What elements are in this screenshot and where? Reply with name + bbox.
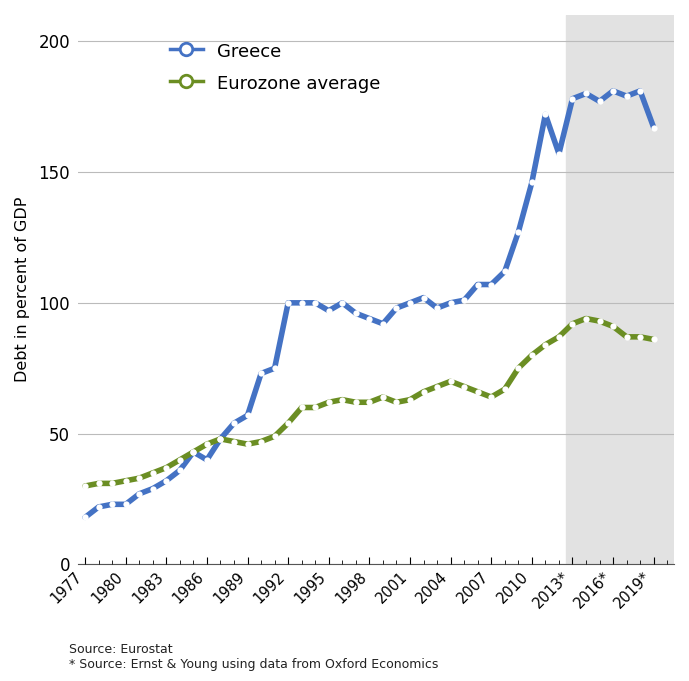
Legend: Greece, Eurozone average: Greece, Eurozone average — [165, 35, 386, 100]
Bar — [566, 15, 674, 565]
Text: Source: Eurostat
* Source: Ernst & Young using data from Oxford Economics: Source: Eurostat * Source: Ernst & Young… — [69, 643, 438, 671]
Y-axis label: Debt in percent of GDP: Debt in percent of GDP — [15, 197, 30, 383]
